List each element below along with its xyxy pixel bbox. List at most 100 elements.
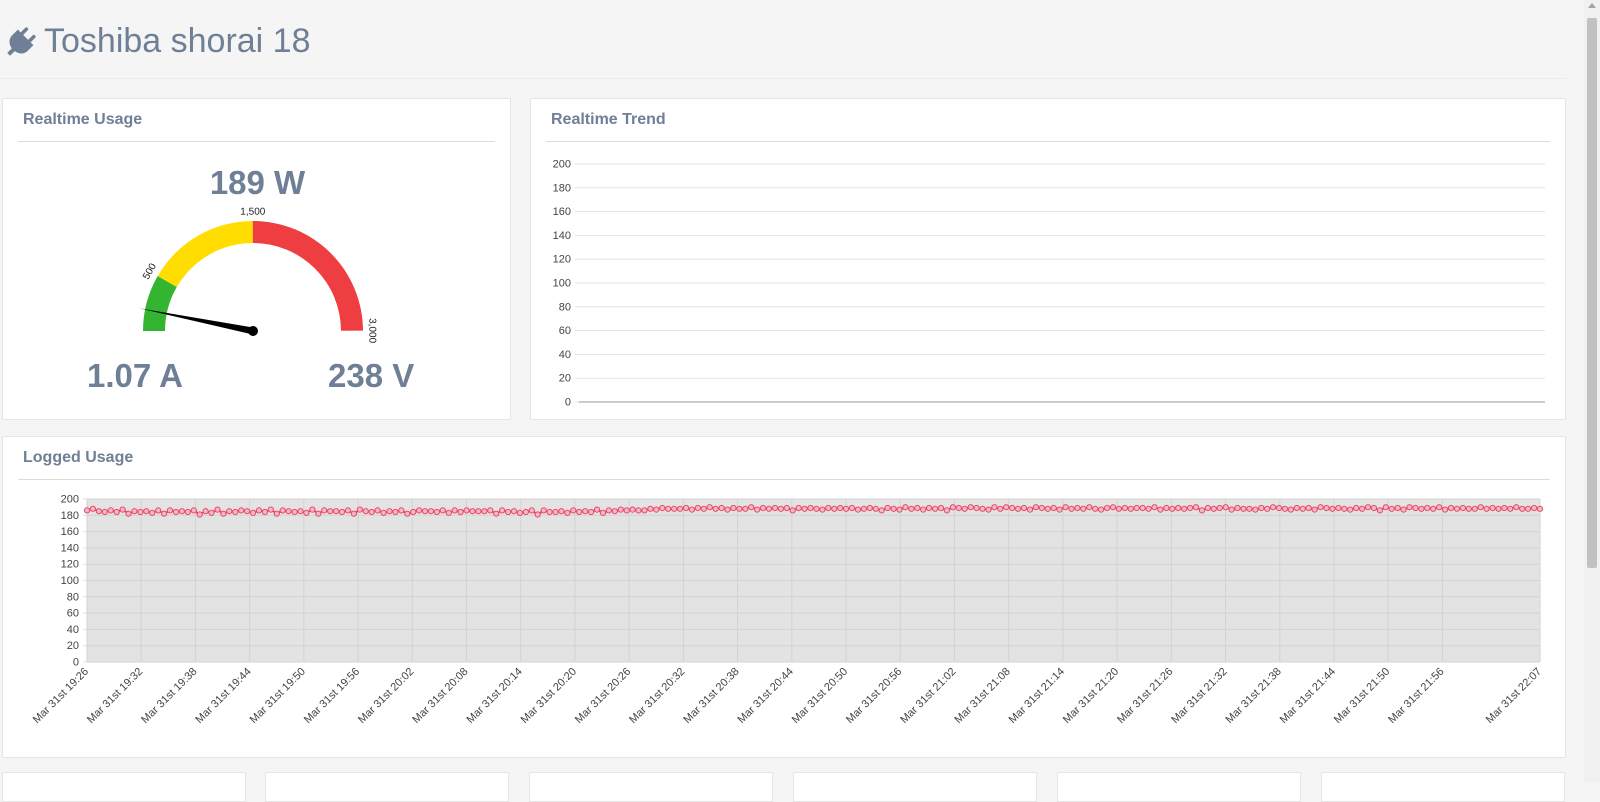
usage-point [908, 505, 915, 512]
usage-point [380, 509, 387, 517]
usage-point [315, 510, 322, 517]
y-tick-label: 100 [553, 278, 571, 290]
usage-point [89, 505, 97, 512]
stat-tile [1321, 772, 1565, 802]
usage-point [1447, 504, 1455, 512]
panel-divider [18, 141, 495, 142]
usage-point [1376, 507, 1384, 514]
usage-point [1145, 505, 1152, 512]
usage-point [1305, 504, 1312, 512]
usage-point [570, 507, 577, 514]
usage-point [771, 504, 779, 512]
usage-point [878, 507, 885, 514]
page-title: Toshiba shorai 18 [44, 22, 311, 60]
x-tick-label: Mar 31st 20:50 [790, 666, 850, 726]
usage-point [1531, 504, 1538, 512]
usage-point [937, 504, 945, 512]
usage-point [1453, 505, 1461, 512]
stat-tile [529, 772, 773, 802]
usage-point [1329, 505, 1336, 512]
usage-point [1216, 504, 1223, 512]
usage-point [404, 510, 411, 517]
usage-point [1015, 505, 1022, 512]
usage-point [368, 508, 375, 516]
usage-point [131, 508, 138, 515]
usage-point [902, 504, 909, 511]
usage-point [1234, 504, 1241, 512]
y-tick-label: 20 [67, 640, 79, 652]
y-tick-label: 120 [61, 559, 79, 571]
usage-point [973, 504, 980, 512]
usage-point [1347, 506, 1354, 513]
usage-point [1276, 504, 1283, 512]
usage-point [576, 508, 583, 516]
realtime-usage-panel: Realtime Usage 189 W 500 1,500 3,000 1.07 … [2, 98, 511, 420]
usage-point [1442, 506, 1449, 513]
y-tick-label: 180 [61, 510, 79, 522]
usage-point [107, 507, 114, 514]
y-tick-label: 80 [559, 301, 571, 313]
x-tick-label: Mar 31st 20:02 [356, 666, 416, 726]
usage-point [1477, 504, 1484, 511]
usage-point [997, 505, 1004, 512]
usage-point [677, 505, 684, 512]
usage-point [481, 508, 488, 515]
usage-point [125, 510, 132, 517]
panel-divider [18, 479, 1550, 480]
usage-point [1074, 504, 1081, 512]
usage-point [1436, 504, 1443, 511]
panel-divider [546, 141, 1550, 142]
usage-point [356, 506, 363, 513]
usage-point [1098, 506, 1105, 513]
gauge-band-0 [143, 276, 177, 331]
usage-point [161, 510, 168, 517]
usage-point [1501, 504, 1508, 512]
logged-usage-panel: Logged Usage 0 20 40 60 80 100 120 140 160 180 200… [2, 436, 1566, 758]
y-tick-label: 40 [67, 624, 79, 636]
usage-point [736, 505, 743, 512]
y-tick-label: 60 [559, 325, 571, 337]
usage-point [178, 508, 185, 515]
usage-point [1192, 504, 1200, 511]
usage-point [593, 506, 601, 513]
usage-point [83, 507, 91, 514]
stat-tile [2, 772, 246, 802]
x-tick-label: Mar 31st 20:08 [410, 666, 470, 726]
x-tick-label: Mar 31st 21:02 [898, 666, 958, 726]
usage-point [196, 511, 203, 518]
usage-point [1412, 504, 1419, 512]
x-tick-label: Mar 31st 21:26 [1115, 666, 1175, 726]
usage-point [1151, 504, 1158, 511]
usage-point [688, 506, 696, 513]
scrollbar-thumb[interactable] [1587, 18, 1597, 568]
usage-point [1335, 504, 1342, 512]
usage-point [1092, 505, 1099, 512]
usage-point [599, 509, 607, 517]
page-scrollbar[interactable] [1584, 0, 1600, 783]
usage-point [546, 508, 553, 516]
usage-point [416, 507, 423, 514]
usage-point [777, 505, 785, 512]
usage-point [1204, 504, 1212, 512]
plug-icon [7, 27, 36, 56]
usage-point [1281, 505, 1289, 512]
usage-point [214, 506, 221, 513]
stat-tile [793, 772, 1037, 802]
logged-usage-chart: 0 20 40 60 80 100 120 140 160 180 200 Mar 31st 19:2… [31, 494, 1544, 727]
usage-point [848, 504, 856, 512]
realtime-trend-chart: 0 20 40 60 80 100 120 140 160 180 200 [553, 159, 1545, 409]
x-tick-label: Mar 31st 21:56 [1386, 666, 1446, 726]
usage-point [914, 504, 921, 512]
usage-point [807, 504, 814, 512]
usage-point [659, 504, 666, 512]
usage-point [1032, 504, 1040, 511]
usage-point [1056, 506, 1063, 513]
usage-point [427, 508, 435, 515]
scroll-up-arrow-icon[interactable] [1588, 3, 1596, 8]
usage-point [564, 509, 571, 517]
usage-point [101, 508, 108, 516]
y-tick-label: 80 [67, 591, 79, 603]
usage-point [831, 505, 838, 512]
usage-point [149, 509, 156, 517]
usage-point [985, 506, 992, 513]
